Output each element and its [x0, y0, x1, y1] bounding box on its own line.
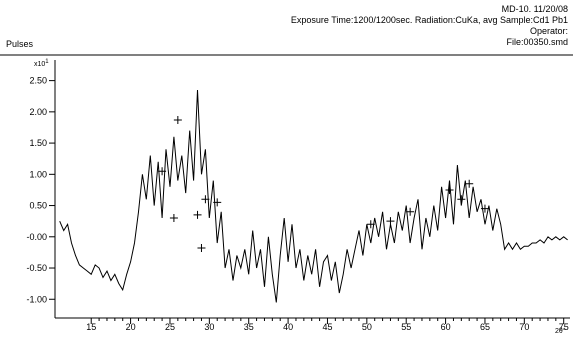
- x-tick-label: 20: [126, 322, 136, 332]
- peak-marker: [158, 167, 167, 176]
- peak-marker: [366, 220, 375, 229]
- peak-marker: [201, 195, 210, 204]
- peak-marker: [213, 198, 222, 207]
- header-text: File:00350.smd: [506, 37, 568, 47]
- x-tick-label: 70: [519, 322, 529, 332]
- y-tick-label: -0.50: [26, 263, 47, 273]
- x-tick-label: 75: [559, 322, 569, 332]
- x-tick-label: 60: [441, 322, 451, 332]
- peak-marker: [465, 179, 474, 188]
- peak-marker: [173, 115, 182, 124]
- peak-marker: [169, 214, 178, 223]
- data-line: [59, 89, 568, 303]
- x-tick-label: 50: [362, 322, 372, 332]
- x-tick-label: 30: [204, 322, 214, 332]
- x-tick-label: 40: [283, 322, 293, 332]
- y-scale-exp: 1: [45, 59, 49, 65]
- y-scale-base: x10: [34, 61, 45, 68]
- peak-marker: [406, 207, 415, 216]
- x-tick-label: 55: [401, 322, 411, 332]
- y-tick-label: 2.50: [29, 76, 47, 86]
- header-text: Operator:: [530, 26, 568, 36]
- peak-marker: [386, 217, 395, 226]
- header-text: MD-10. 11/20/08: [502, 4, 568, 14]
- y-tick-label: 0.50: [29, 201, 47, 211]
- peak-marker: [193, 210, 202, 219]
- x-tick-label: 25: [165, 322, 175, 332]
- x-tick-label: 15: [86, 322, 96, 332]
- y-axis-label: Pulses: [6, 39, 34, 49]
- x-tick-label: 45: [322, 322, 332, 332]
- y-tick-label: -1.00: [26, 294, 47, 304]
- y-tick-label: 1.50: [29, 138, 47, 148]
- x-tick-label: 65: [480, 322, 490, 332]
- x-tick-label: 35: [244, 322, 254, 332]
- peak-marker: [445, 185, 454, 194]
- header-text: Exposure Time:1200/1200sec. Radiation:Cu…: [291, 15, 568, 25]
- y-scale: x101: [34, 59, 49, 68]
- y-tick-label: 1.00: [29, 169, 47, 179]
- peak-marker: [480, 204, 489, 213]
- peak-marker: [197, 244, 206, 253]
- peak-marker: [457, 195, 466, 204]
- y-tick-label: -0.00: [26, 232, 47, 242]
- x-axis-label: 2θ°: [555, 327, 566, 335]
- y-tick-label: 2.00: [29, 107, 47, 117]
